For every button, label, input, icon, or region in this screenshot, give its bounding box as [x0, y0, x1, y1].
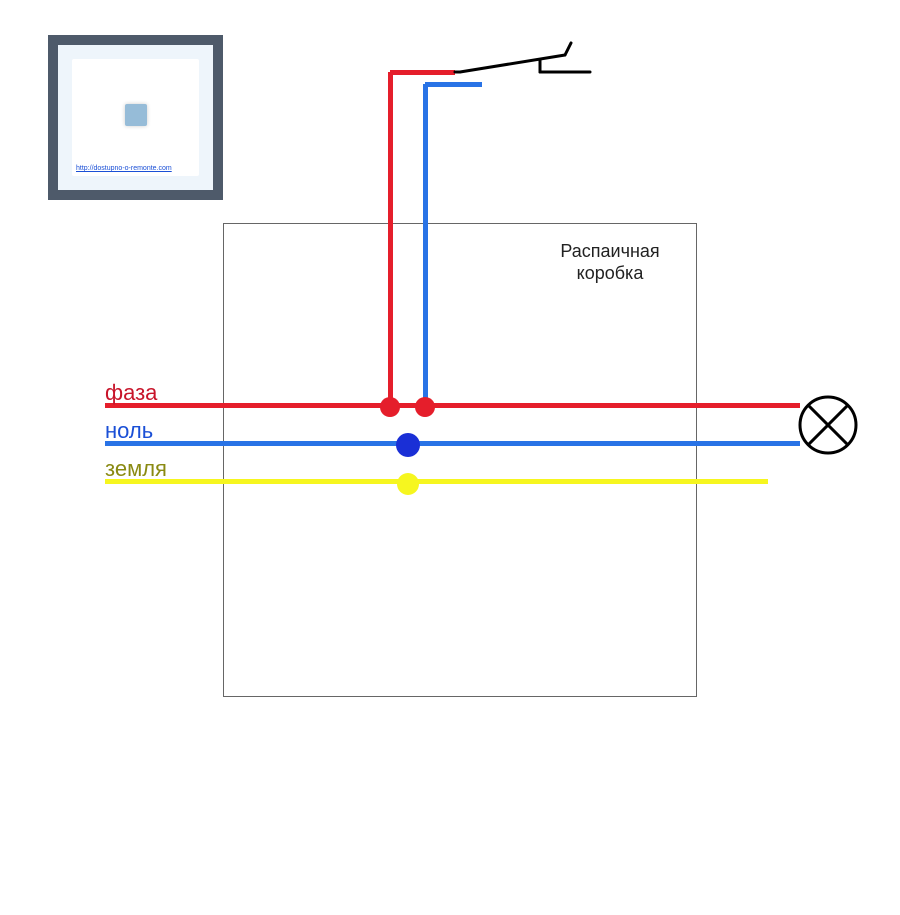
switch-feed-red-vertical — [388, 72, 393, 405]
junction-node-2 — [396, 433, 420, 457]
wall-switch-photo: http://dostupno-o-remonte.com — [48, 35, 223, 200]
phase-label: фаза — [105, 380, 157, 406]
switch-return-blue-vertical — [423, 84, 428, 405]
wall-switch-button — [125, 104, 147, 126]
junction-box-label: Распаичная — [535, 241, 685, 262]
neutral-label: ноль — [105, 418, 153, 444]
lamp-icon — [795, 392, 861, 458]
junction-box-label: коробка — [535, 263, 685, 284]
neutral-wire — [105, 441, 800, 446]
phase-wire — [105, 403, 800, 408]
diagram-root: http://dostupno-o-remonte.com Распаичнаяк… — [0, 0, 900, 915]
earth-label: земля — [105, 456, 167, 482]
earth-wire — [105, 479, 768, 484]
junction-node-0 — [380, 397, 400, 417]
junction-box — [223, 223, 697, 697]
switch-symbol — [430, 40, 630, 100]
wall-switch-watermark: http://dostupno-o-remonte.com — [76, 165, 172, 172]
junction-node-1 — [415, 397, 435, 417]
junction-node-3 — [397, 473, 419, 495]
